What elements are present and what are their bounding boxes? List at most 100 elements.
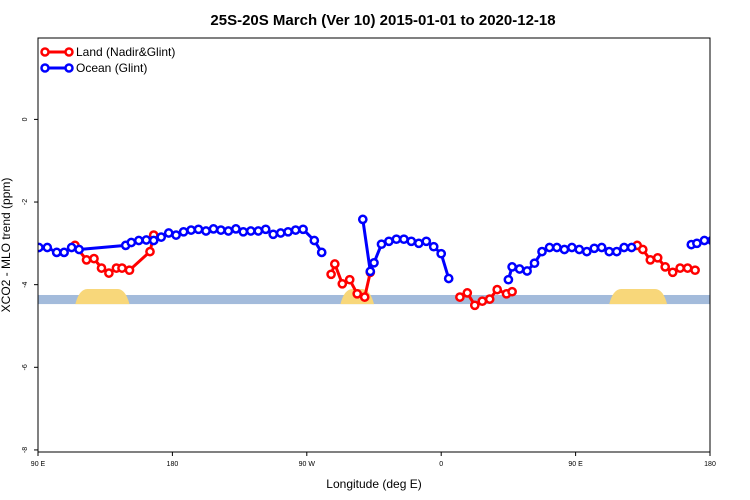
series-layer [38, 214, 750, 311]
land-point-2-1 [462, 288, 473, 298]
legend-label-land: Land (Nadir&Glint) [76, 45, 175, 59]
ocean-point-0-16 [193, 224, 204, 235]
ocean-point-0-10 [148, 235, 159, 246]
ocean-point-1-2 [369, 257, 379, 268]
ocean-point-0-21 [231, 224, 241, 234]
ocean-point-1-0 [357, 214, 368, 225]
ocean-point-0-1 [42, 242, 53, 253]
ocean-point-2-1 [507, 262, 517, 272]
land-point-3-7 [682, 263, 693, 273]
ocean-point-0-28 [283, 226, 293, 237]
ocean-point-0-26 [268, 229, 279, 240]
land-point-0-6 [117, 263, 127, 273]
ocean-point-1-7 [406, 236, 417, 247]
land-point-2-0 [455, 292, 465, 302]
ocean-point-4-1 [736, 232, 743, 239]
ocean-point-3-1 [692, 238, 702, 249]
ocean-point-0-9 [141, 235, 152, 245]
surface-band [38, 288, 710, 305]
ocean-point-0-18 [208, 224, 219, 234]
ocean-point-2-14 [604, 246, 615, 257]
land-point-0-7 [124, 265, 135, 276]
ocean-band [38, 294, 710, 305]
ocean-point-0-32 [316, 247, 327, 258]
ocean-point-0-8 [133, 235, 144, 246]
legend: Land (Nadir&Glint) Ocean (Glint) [40, 45, 175, 75]
land-point-1-1 [329, 259, 340, 269]
land-point-3-4 [660, 262, 671, 272]
ocean-point-1-10 [428, 241, 439, 252]
ocean-point-0-5 [74, 244, 84, 255]
ocean-point-2-12 [589, 243, 600, 254]
ocean-point-2-13 [596, 242, 607, 253]
series-ocean [38, 214, 750, 285]
land-point-0-8 [145, 246, 155, 257]
land-point-3-6 [675, 263, 685, 273]
ocean-point-1-9 [421, 236, 432, 247]
y-axis: 0 -2 -4 -6 -8 [22, 117, 38, 453]
land-point-2-3 [477, 296, 488, 307]
ocean-point-0-19 [216, 225, 226, 235]
land-point-2-4 [484, 294, 495, 304]
land-point-2-7 [507, 286, 517, 297]
land-point-1-3 [344, 274, 355, 285]
land-point-2-5 [492, 284, 503, 295]
land-point-3-3 [652, 252, 663, 263]
land-point-3-2 [645, 255, 656, 265]
ocean-point-0-17 [201, 226, 211, 236]
ocean-point-2-9 [567, 242, 577, 253]
x-axis-label: Longitude (deg E) [326, 477, 421, 491]
x-tick-label-0: 90 E [31, 461, 46, 468]
ocean-point-2-16 [619, 242, 629, 253]
land-point-1-4 [352, 288, 363, 299]
ocean-point-1-5 [391, 234, 402, 245]
ocean-point-0-14 [178, 226, 189, 237]
ocean-point-0-15 [186, 225, 196, 235]
x-axis: 90 E 180 90 W 0 90 E 180 [31, 452, 716, 468]
land-point-1-2 [337, 278, 348, 289]
ocean-point-4-2 [744, 228, 750, 235]
land-point-3-8 [690, 265, 700, 276]
ocean-point-2-8 [559, 244, 570, 255]
ocean-point-2-0 [503, 274, 514, 285]
ocean-point-0-25 [260, 224, 271, 235]
y-tick-label-0: 0 [22, 117, 29, 121]
x-tick-label-5: 180 [704, 461, 716, 468]
ocean-point-0-4 [66, 242, 77, 253]
ocean-point-2-3 [522, 266, 532, 276]
land-point-4-0 [744, 249, 750, 256]
ocean-line-4 [734, 232, 747, 237]
ocean-point-0-22 [238, 226, 249, 237]
ocean-point-0-30 [298, 224, 308, 235]
ocean-point-2-15 [611, 246, 622, 257]
ocean-point-0-7 [126, 237, 137, 248]
land-point-0-2 [89, 253, 99, 264]
legend-marker-ocean-2 [64, 63, 74, 73]
ocean-point-0-20 [223, 226, 234, 236]
land-point-2-2 [469, 300, 480, 311]
land-point-1-0 [326, 269, 336, 280]
ocean-point-2-2 [514, 264, 525, 274]
ocean-point-1-4 [384, 236, 394, 247]
y-tick-label-3: -6 [22, 364, 29, 370]
ocean-point-4-0 [731, 234, 738, 241]
ocean-point-1-11 [436, 248, 447, 259]
y-tick-label-1: -2 [22, 199, 29, 205]
land-point-0-1 [81, 255, 92, 265]
ocean-point-0-0 [38, 242, 44, 253]
chart-title: 25S-20S March (Ver 10) 2015-01-01 to 202… [210, 12, 555, 29]
x-tick-label-2: 90 W [299, 461, 316, 468]
legend-marker-ocean [40, 63, 50, 73]
ocean-point-2-6 [544, 242, 555, 253]
x-tick-label-4: 90 E [568, 461, 583, 468]
land-point-3-1 [637, 244, 648, 255]
ocean-point-0-23 [245, 226, 256, 236]
ocean-point-0-27 [275, 228, 286, 238]
legend-marker-land [40, 47, 50, 57]
ocean-point-1-1 [365, 266, 376, 277]
y-tick-label-2: -4 [22, 281, 29, 287]
ocean-point-0-12 [163, 228, 174, 238]
ocean-point-1-8 [413, 238, 424, 249]
y-tick-label-4: -8 [22, 447, 29, 453]
plot-frame [37, 37, 711, 453]
